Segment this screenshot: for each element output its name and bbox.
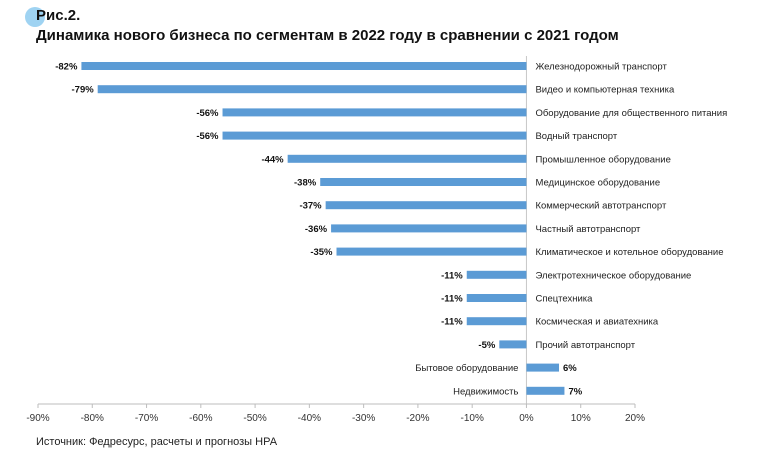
category-label: Оборудование для общественного питания — [535, 108, 727, 119]
data-label: -56% — [196, 131, 219, 142]
bar — [320, 178, 527, 186]
data-label: -11% — [441, 270, 463, 281]
data-label: -11% — [441, 294, 463, 305]
x-tick-label: 20% — [625, 413, 645, 424]
bar — [526, 386, 565, 395]
category-label: Прочий автотранспорт — [535, 340, 635, 351]
data-label: -5% — [478, 340, 495, 351]
bar — [499, 340, 527, 349]
figure-badge — [25, 7, 45, 27]
category-label: Спецтехника — [535, 294, 593, 305]
data-label: -82% — [55, 62, 78, 73]
data-label: -44% — [261, 154, 284, 165]
bar — [526, 363, 560, 372]
bar — [222, 131, 527, 140]
bar — [222, 108, 527, 117]
bar — [331, 224, 527, 233]
bar — [336, 247, 527, 256]
x-tick-label: -90% — [26, 413, 49, 424]
data-label: -56% — [196, 108, 219, 119]
chart-title: Динамика нового бизнеса по сегментам в 2… — [36, 27, 619, 44]
category-label: Видео и компьютерная техника — [535, 85, 675, 96]
bar — [287, 154, 527, 163]
data-label: -79% — [72, 85, 95, 96]
category-label: Климатическое и котельное оборудование — [535, 247, 723, 258]
data-label: -36% — [305, 224, 328, 235]
x-tick-label: 0% — [519, 413, 534, 424]
category-label: Коммерческий автотранспорт — [535, 201, 666, 212]
bar — [97, 85, 527, 94]
bar — [466, 294, 527, 302]
bar — [466, 317, 527, 326]
x-tick-label: -70% — [135, 413, 158, 424]
x-tick-label: -60% — [189, 413, 212, 424]
x-tick-label: -80% — [81, 413, 104, 424]
category-label: Промышленное оборудование — [535, 154, 670, 165]
x-tick-label: 10% — [571, 413, 591, 424]
data-label: -11% — [441, 317, 463, 328]
data-label: 7% — [568, 386, 582, 397]
figure-label: Рис.2. — [36, 7, 81, 24]
x-tick-label: -30% — [352, 413, 375, 424]
source-note: Источник: Федресурс, расчеты и прогнозы … — [36, 436, 278, 448]
bar — [466, 270, 527, 279]
data-label: -38% — [294, 178, 317, 189]
x-tick-label: -20% — [406, 413, 429, 424]
x-tick-label: -10% — [461, 413, 484, 424]
category-label: Железнодорожный транспорт — [535, 62, 667, 73]
category-label: Медицинское оборудование — [535, 178, 660, 189]
data-label: 6% — [563, 363, 577, 374]
category-label: Недвижимость — [453, 386, 518, 397]
category-label: Космическая и авиатехника — [535, 317, 658, 328]
category-label: Электротехническое оборудование — [535, 270, 691, 281]
data-label: -35% — [310, 247, 333, 258]
category-label: Водный транспорт — [535, 131, 617, 142]
bar — [325, 201, 527, 210]
x-tick-label: -50% — [243, 413, 266, 424]
bar — [81, 62, 527, 70]
x-tick-label: -40% — [298, 413, 321, 424]
category-label: Частный автотранспорт — [535, 224, 641, 235]
category-label: Бытовое оборудование — [415, 363, 518, 374]
data-label: -37% — [299, 201, 322, 212]
